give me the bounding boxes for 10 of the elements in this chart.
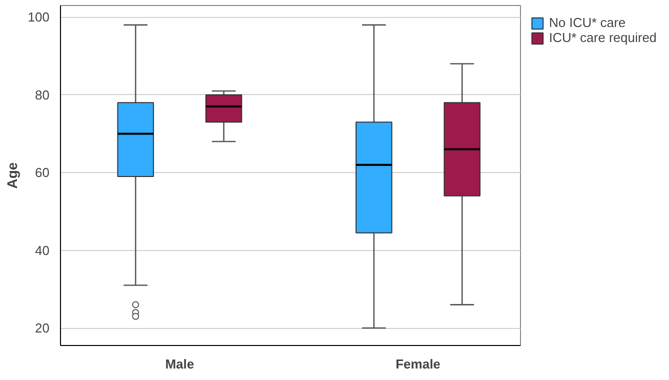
y-tick-label: 100 bbox=[28, 10, 50, 25]
y-axis-title: Age bbox=[4, 162, 20, 189]
x-tick-label: Male bbox=[165, 356, 194, 372]
y-tick-label: 20 bbox=[35, 320, 50, 336]
legend-label: No ICU* care bbox=[549, 15, 626, 30]
y-tick-label: 60 bbox=[35, 165, 50, 180]
y-tick-label: 80 bbox=[35, 87, 50, 102]
x-tick-label: Female bbox=[396, 356, 440, 372]
y-tick-label: 40 bbox=[35, 242, 50, 258]
legend-label: ICU* care required bbox=[549, 30, 657, 45]
